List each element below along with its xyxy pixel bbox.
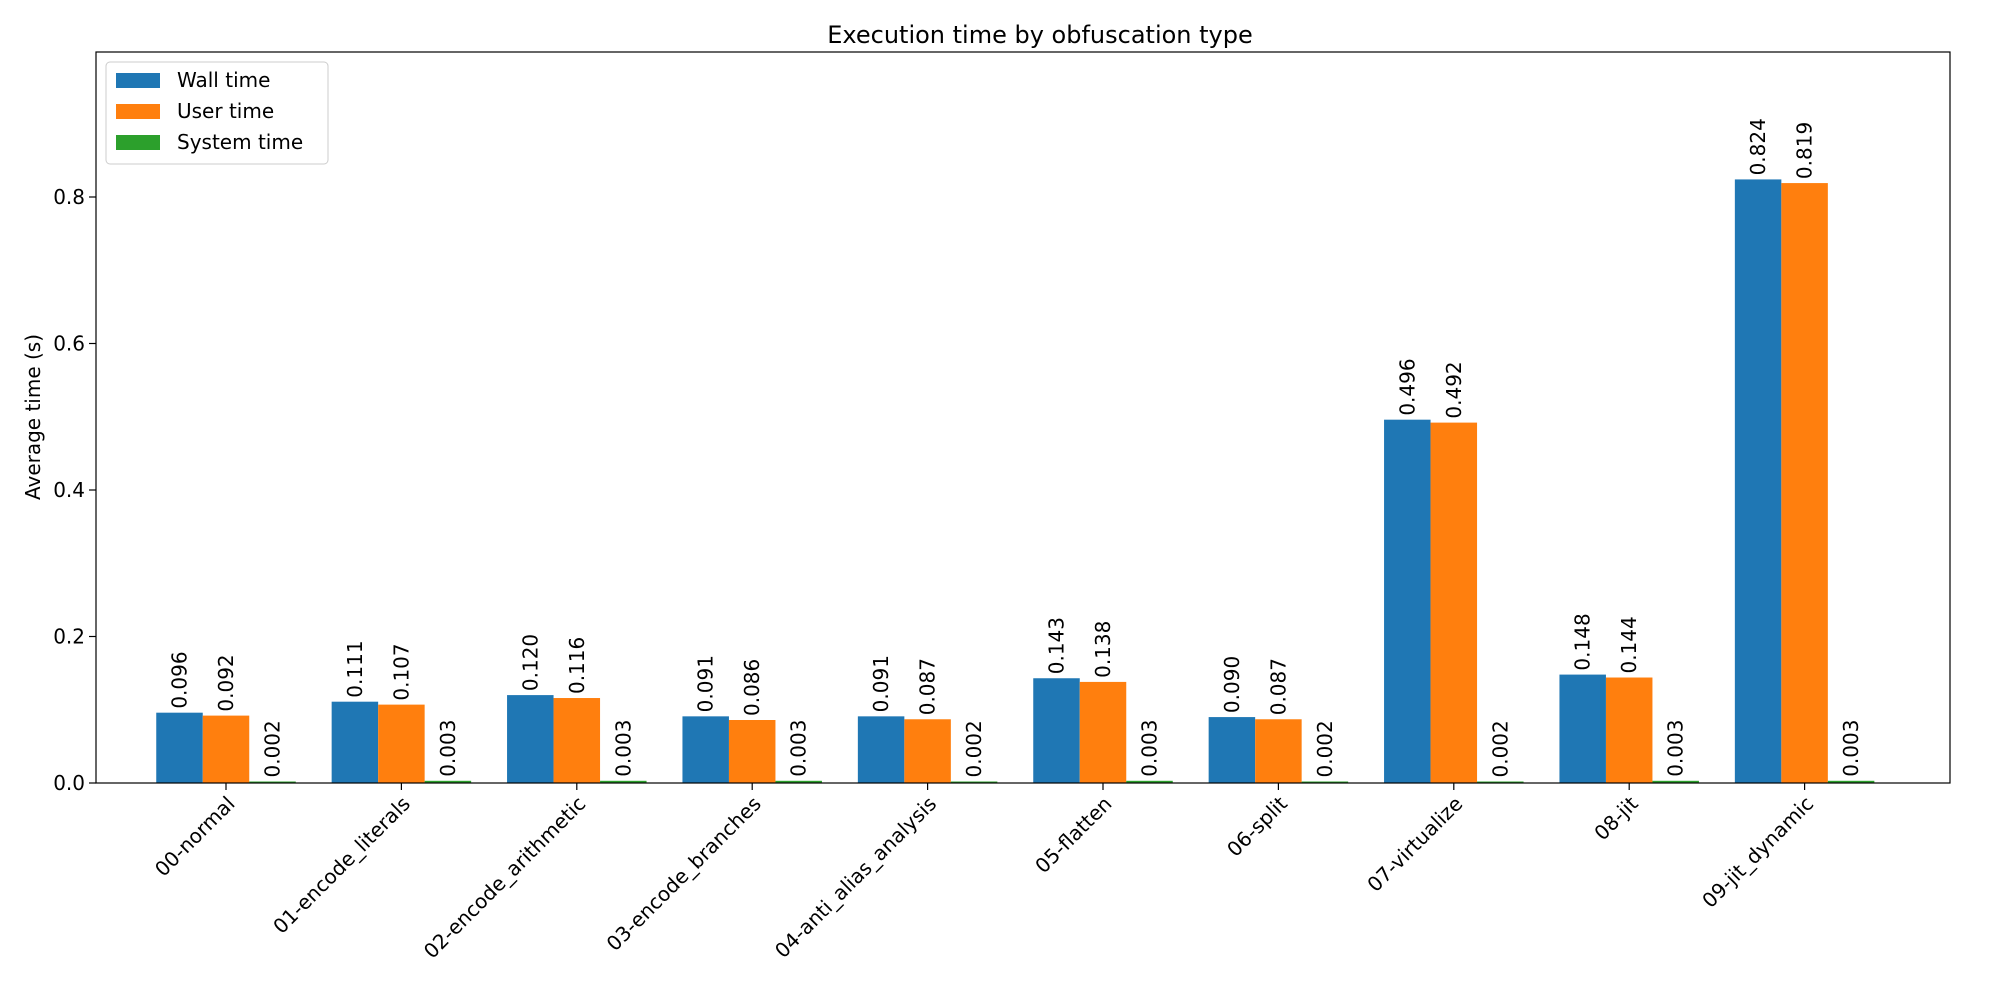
value-label-system-time-0: 0.002: [261, 720, 285, 777]
value-label-wall-time-3: 0.091: [694, 655, 718, 712]
bar-system-time-6: [1301, 781, 1349, 783]
legend-frame: [105, 61, 329, 165]
value-label-user-time-8: 0.144: [1617, 616, 1641, 673]
bar-user-time-6: [1255, 719, 1302, 783]
value-label-wall-time-5: 0.143: [1045, 617, 1069, 674]
bar-wall-time-5: [1033, 678, 1080, 783]
value-label-user-time-4: 0.087: [916, 658, 940, 715]
bar-wall-time-1: [331, 701, 379, 783]
bar-user-time-3: [728, 720, 776, 783]
value-label-wall-time-6: 0.090: [1220, 656, 1244, 713]
bar-user-time-9: [1781, 183, 1828, 783]
y-tick-label-3: 0.6: [53, 332, 85, 356]
bar-user-time-2: [553, 698, 601, 783]
bars-layer: [156, 179, 1875, 784]
y-axis: 0.0 0.2 0.4 0.6 0.8: [53, 185, 96, 795]
bar-wall-time-0: [156, 712, 203, 783]
bar-system-time-1: [424, 780, 472, 783]
bar-system-time-8: [1652, 780, 1699, 783]
legend: Wall time User time System time: [105, 61, 329, 165]
value-labels-layer: 0.096 0.092 0.002 0.111 0.107 0.003 0.120 0.116…: [168, 118, 1864, 777]
bar-system-time-7: [1477, 781, 1524, 783]
value-label-system-time-5: 0.003: [1138, 720, 1162, 777]
bar-system-time-3: [775, 780, 822, 783]
bar-wall-time-7: [1384, 419, 1431, 783]
bar-user-time-5: [1079, 681, 1127, 783]
bar-system-time-5: [1126, 780, 1173, 783]
value-label-system-time-9: 0.003: [1839, 720, 1863, 777]
bar-wall-time-9: [1734, 179, 1782, 784]
value-label-wall-time-1: 0.111: [343, 640, 367, 697]
y-tick-label-4: 0.8: [53, 185, 85, 209]
y-tick-label-0: 0.0: [53, 771, 85, 795]
value-label-system-time-6: 0.002: [1313, 720, 1337, 777]
legend-swatch-user-time: [116, 104, 160, 119]
legend-swatch-system-time: [116, 135, 160, 150]
bar-wall-time-8: [1559, 674, 1606, 783]
value-label-user-time-0: 0.092: [214, 654, 238, 711]
y-tick-label-1: 0.2: [53, 625, 85, 649]
value-label-user-time-6: 0.087: [1266, 658, 1290, 715]
value-label-user-time-7: 0.492: [1442, 361, 1466, 418]
value-label-user-time-1: 0.107: [389, 643, 413, 700]
value-label-wall-time-8: 0.148: [1571, 613, 1595, 670]
value-label-user-time-9: 0.819: [1793, 122, 1817, 179]
value-label-wall-time-7: 0.496: [1395, 358, 1419, 415]
value-label-wall-time-2: 0.120: [518, 634, 542, 691]
value-label-wall-time-9: 0.824: [1746, 118, 1770, 175]
value-label-wall-time-4: 0.091: [869, 655, 893, 712]
legend-swatch-wall-time: [116, 73, 160, 88]
bar-wall-time-3: [682, 716, 729, 783]
bar-wall-time-6: [1208, 717, 1256, 783]
y-axis-title: Average time (s): [21, 334, 45, 500]
legend-label-user-time: User time: [177, 99, 274, 123]
value-label-user-time-3: 0.086: [740, 659, 764, 716]
bar-wall-time-2: [507, 695, 554, 783]
value-label-system-time-3: 0.003: [787, 720, 811, 777]
bar-user-time-4: [904, 719, 951, 783]
bar-system-time-4: [950, 781, 998, 783]
bar-user-time-0: [202, 715, 250, 783]
legend-label-wall-time: Wall time: [177, 68, 270, 92]
value-label-system-time-8: 0.003: [1664, 720, 1688, 777]
bar-system-time-9: [1827, 780, 1875, 783]
value-label-system-time-4: 0.002: [962, 720, 986, 777]
bar-system-time-2: [600, 780, 647, 783]
legend-label-system-time: System time: [177, 130, 303, 154]
bar-user-time-1: [378, 704, 425, 783]
value-label-system-time-2: 0.003: [611, 720, 635, 777]
chart-title: Execution time by obfuscation type: [827, 21, 1253, 49]
plot-frame: [95, 51, 1951, 784]
bar-system-time-0: [249, 781, 296, 783]
bar-user-time-7: [1430, 422, 1478, 783]
bar-wall-time-4: [857, 716, 905, 783]
bar-user-time-8: [1605, 677, 1653, 783]
value-label-wall-time-0: 0.096: [168, 651, 192, 708]
value-label-system-time-7: 0.002: [1488, 720, 1512, 777]
value-label-user-time-5: 0.138: [1091, 621, 1115, 678]
value-label-system-time-1: 0.003: [436, 720, 460, 777]
value-label-user-time-2: 0.116: [565, 637, 589, 694]
y-tick-label-2: 0.4: [53, 478, 85, 502]
